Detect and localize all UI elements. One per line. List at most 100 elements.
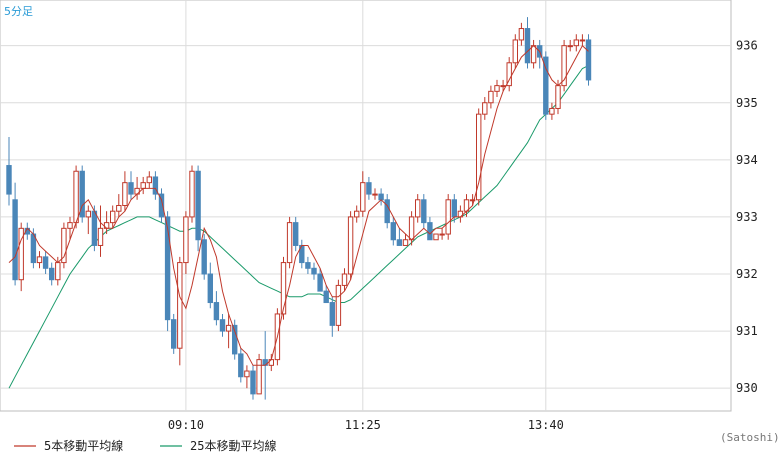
candle [347,211,354,280]
candle [335,279,342,332]
candle-body [354,210,360,218]
candle [146,171,153,189]
candle [238,348,244,383]
candle-body [36,256,43,264]
candle-body [555,85,561,109]
candle-body [451,199,458,218]
candle [79,165,85,223]
candle [49,262,55,286]
candle [219,313,226,337]
x-tick-label: 13:40 [528,418,564,432]
candle-body [518,28,525,41]
candle-body [469,199,476,202]
candle-body [122,182,128,207]
candle [500,79,506,92]
candle-body [146,176,153,184]
candle [128,171,134,200]
candle-body [189,170,195,218]
candle [323,285,329,304]
y-tick-label: 935 [736,96,758,110]
candle-body [366,182,372,195]
candle [293,216,299,252]
candle-body [6,165,12,195]
candle-body [396,239,403,246]
candle-body [579,39,586,42]
y-tick-label: 930 [736,381,758,395]
candle [122,171,128,212]
candle-body [482,102,488,115]
candle [201,234,207,280]
candle-body [506,62,512,87]
candle [341,268,348,292]
candle-layer [6,17,592,400]
candle [177,256,183,366]
candle-body [207,273,214,304]
y-tick-label: 932 [736,267,758,281]
candle [61,222,67,269]
candle [476,108,482,206]
candle-body [171,319,177,349]
candle [573,34,579,52]
candle [524,17,531,69]
ma5-layer [8,44,589,366]
candle-body [402,239,409,246]
candle [42,251,49,274]
candle-body [341,273,348,286]
candle [384,194,390,229]
candle [396,228,403,246]
candle-body [12,199,18,281]
candle [195,165,201,252]
candle [250,365,256,400]
candle-body [585,39,592,81]
candle-body [335,284,342,326]
candle-body [549,107,555,115]
candle-body [18,227,24,281]
candle-body [97,227,104,246]
candle-body [128,182,134,195]
candle-body [238,353,244,378]
candle-body [232,324,238,355]
candle [433,233,439,241]
candle-body [524,28,531,64]
candle [305,256,311,274]
legend: 5本移動平均線 25本移動平均線 [14,438,276,453]
candle [91,205,98,252]
candle-body [225,324,232,332]
candle-body [61,227,67,264]
candle [439,228,445,240]
candle-body [244,370,250,378]
y-tick-label: 936 [736,39,758,53]
candle [543,51,549,120]
candle-body [286,222,293,264]
candle-body [390,222,397,241]
candle-body [445,199,451,235]
candle-body [488,90,494,104]
y-tick-label: 931 [736,324,758,338]
credit-label: (Satoshi) [720,431,780,444]
candle [244,365,250,389]
x-tick-label: 09:10 [168,418,204,432]
candle-body [323,290,329,304]
candle-body [372,193,378,196]
candle [110,205,116,229]
candle [189,165,195,223]
candle [506,57,512,92]
ma5-line [8,44,589,366]
candle [482,97,488,120]
candle-body [573,39,579,47]
candle-body [30,233,37,264]
candle [366,176,372,200]
timeframe-label: 5分足 [4,5,33,18]
candle [494,79,500,98]
y-tick-label: 933 [736,210,758,224]
candle [152,171,159,200]
candle-body [421,199,427,224]
candle-body [378,193,384,201]
candle [317,268,323,292]
candle-body [360,182,366,212]
candle [512,34,518,69]
candle-body [317,273,323,292]
candle-body [476,113,482,201]
candle [402,234,409,246]
